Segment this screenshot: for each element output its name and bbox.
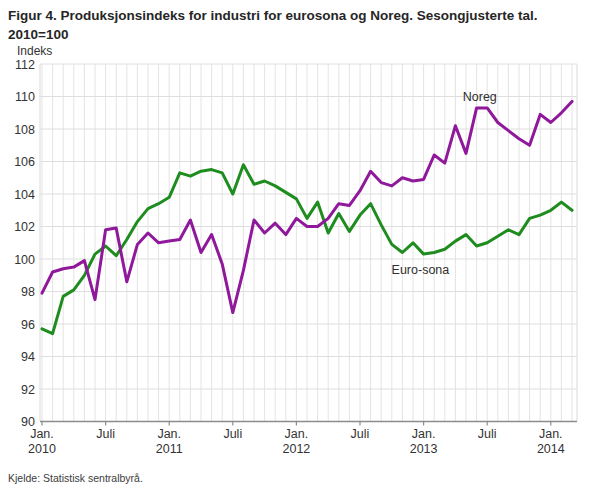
chart-svg: 9092949698100102104106108110112Jan.2010J… (0, 0, 610, 488)
x-tick-label: Juli (478, 427, 497, 441)
x-tick-label: 2010 (28, 442, 56, 456)
x-tick-label: Jan. (30, 427, 54, 441)
y-tick-label: 102 (14, 220, 35, 234)
x-tick-label: Jan. (412, 427, 436, 441)
x-tick-label: Jan. (539, 427, 563, 441)
x-tick-label: Jan. (285, 427, 309, 441)
x-tick-label: Juli (223, 427, 242, 441)
y-tick-label: 106 (14, 155, 35, 169)
y-tick-label: 100 (14, 253, 35, 267)
y-tick-label: 98 (21, 285, 35, 299)
x-tick-label: Jan. (157, 427, 181, 441)
y-tick-label: 94 (21, 350, 35, 364)
x-tick-label: 2012 (282, 442, 310, 456)
y-tick-label: 96 (21, 318, 35, 332)
series-label: Noreg (463, 90, 497, 104)
x-tick-label: Juli (351, 427, 370, 441)
y-tick-label: 104 (14, 188, 35, 202)
x-tick-label: 2014 (537, 442, 565, 456)
chart-plot-area: 9092949698100102104106108110112Jan.2010J… (0, 0, 610, 488)
y-tick-label: 110 (15, 90, 35, 104)
y-tick-label: 112 (15, 58, 35, 72)
y-tick-label: 92 (21, 383, 35, 397)
x-tick-label: 2011 (156, 442, 183, 456)
series-label: Euro-sona (392, 263, 450, 277)
source-note: Kjelde: Statistisk sentralbyrå. (8, 472, 143, 484)
x-tick-label: 2013 (410, 442, 438, 456)
x-tick-label: Juli (96, 427, 115, 441)
figure: Figur 4. Produksjonsindeks for industri … (0, 0, 610, 488)
y-tick-label: 108 (14, 123, 35, 137)
